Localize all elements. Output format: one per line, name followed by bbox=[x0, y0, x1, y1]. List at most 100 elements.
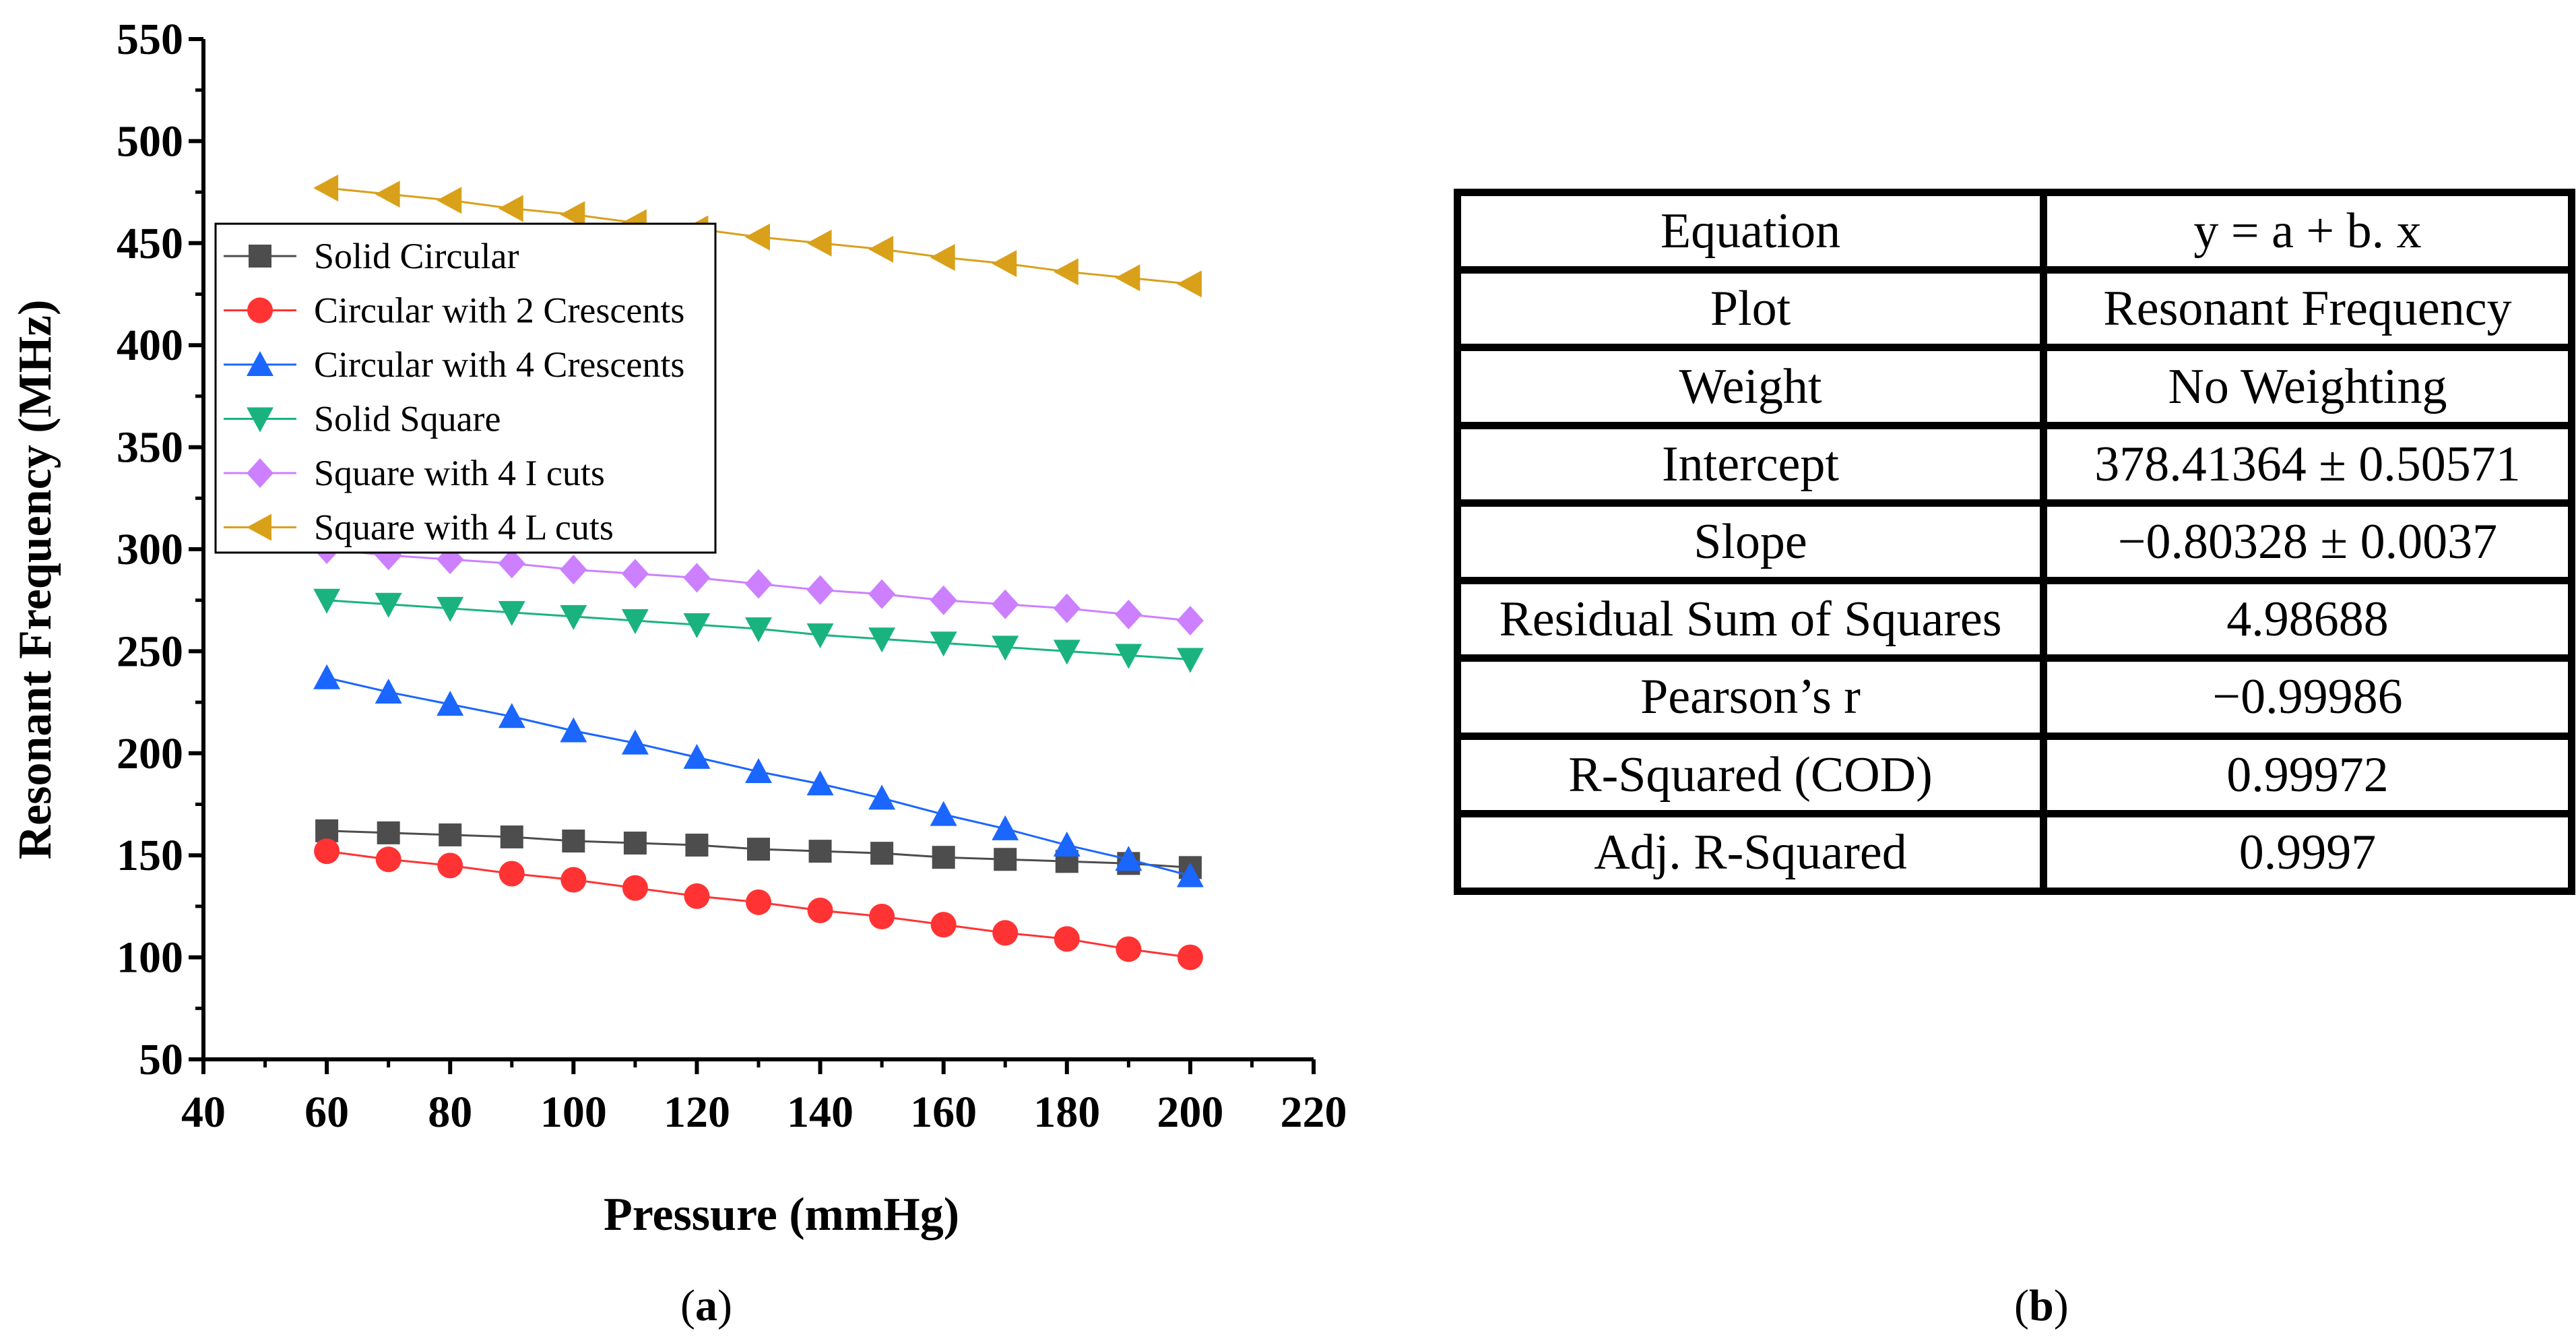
table-cell-value: −0.80328 ± 0.0037 bbox=[2040, 499, 2575, 585]
data-point bbox=[1053, 258, 1078, 286]
data-point bbox=[437, 691, 464, 716]
table-row: Residual Sum of Squares 4.98688 bbox=[1454, 577, 2575, 662]
data-point bbox=[683, 613, 711, 639]
legend-marker bbox=[247, 458, 273, 488]
legend-marker bbox=[247, 407, 273, 433]
data-point bbox=[560, 604, 587, 630]
data-point bbox=[498, 195, 523, 222]
data-point bbox=[930, 631, 957, 657]
y-tick-label: 100 bbox=[117, 933, 183, 983]
y-tick-label: 450 bbox=[117, 219, 183, 268]
data-point bbox=[1176, 270, 1202, 298]
x-tick-label: 180 bbox=[1033, 1088, 1100, 1137]
y-tick-label: 350 bbox=[117, 423, 183, 472]
legend-label: Solid Square bbox=[314, 399, 501, 439]
table-row: Intercept 378.41364 ± 0.50571 bbox=[1454, 421, 2575, 507]
y-tick-label: 500 bbox=[117, 117, 183, 166]
data-point bbox=[437, 852, 463, 879]
data-point bbox=[1176, 605, 1204, 635]
data-point bbox=[375, 678, 402, 704]
x-tick-label: 100 bbox=[540, 1088, 607, 1137]
data-point bbox=[806, 770, 834, 796]
table-cell-label: Intercept bbox=[1454, 421, 2047, 507]
data-point bbox=[498, 600, 525, 626]
data-point bbox=[745, 617, 772, 643]
y-tick-label: 400 bbox=[117, 321, 183, 370]
data-point bbox=[1054, 926, 1080, 952]
y-tick-label: 150 bbox=[117, 831, 183, 880]
table-cell-label: Equation bbox=[1454, 188, 2047, 274]
data-point bbox=[992, 815, 1019, 840]
data-point bbox=[1176, 862, 1204, 888]
legend-label: Square with 4 I cuts bbox=[314, 453, 605, 493]
statistics-table: Equation y = a + b. x Plot Resonant Frequen… bbox=[1454, 188, 2575, 896]
table-cell-label: Weight bbox=[1454, 344, 2047, 429]
panel-label-b-open: ( bbox=[2014, 1281, 2029, 1330]
panel-label-b-close: ) bbox=[2053, 1281, 2069, 1330]
data-point bbox=[1053, 832, 1081, 857]
data-point bbox=[313, 664, 341, 689]
x-tick-label: 140 bbox=[787, 1088, 854, 1137]
data-point bbox=[498, 549, 525, 579]
data-point bbox=[992, 635, 1019, 661]
data-point bbox=[437, 187, 462, 214]
data-point bbox=[560, 555, 587, 585]
data-point bbox=[498, 703, 525, 728]
y-tick-label: 200 bbox=[117, 729, 183, 778]
data-point bbox=[1176, 648, 1204, 673]
data-point bbox=[869, 904, 895, 930]
table-cell-value: 0.99972 bbox=[2040, 732, 2575, 817]
x-tick-label: 160 bbox=[910, 1088, 977, 1137]
table-cell-label: Adj. R-Squared bbox=[1454, 809, 2047, 896]
legend-marker bbox=[247, 514, 271, 541]
y-tick-label: 550 bbox=[117, 15, 183, 64]
data-point bbox=[562, 830, 585, 853]
data-point bbox=[684, 883, 710, 909]
data-point bbox=[747, 838, 770, 861]
panel-label-a-open: ( bbox=[680, 1281, 695, 1330]
panel-label-a-letter: a bbox=[695, 1281, 717, 1330]
table-cell-value: y = a + b. x bbox=[2040, 188, 2575, 274]
table-cell-label: Plot bbox=[1454, 266, 2047, 352]
data-point bbox=[560, 717, 587, 743]
table-cell-value: 4.98688 bbox=[2040, 577, 2575, 662]
data-point bbox=[313, 175, 339, 202]
legend-marker bbox=[249, 245, 271, 268]
data-point bbox=[621, 559, 649, 589]
table-cell-value: 0.9997 bbox=[2040, 809, 2575, 896]
data-point bbox=[868, 784, 896, 810]
data-point bbox=[745, 569, 772, 599]
data-point bbox=[437, 596, 464, 622]
data-point bbox=[992, 589, 1019, 619]
table-cell-value: −0.99986 bbox=[2040, 654, 2575, 740]
data-point bbox=[498, 861, 525, 887]
table-row: Adj. R-Squared 0.9997 bbox=[1454, 809, 2575, 896]
table-cell-value: 378.41364 ± 0.50571 bbox=[2040, 421, 2575, 507]
data-point bbox=[930, 801, 957, 826]
table-cell-value: No Weighting bbox=[2040, 344, 2575, 429]
data-point bbox=[930, 243, 955, 271]
data-point bbox=[439, 823, 462, 846]
data-point bbox=[375, 846, 401, 873]
data-point bbox=[745, 223, 770, 251]
data-point bbox=[1116, 936, 1142, 962]
data-point bbox=[683, 563, 711, 593]
data-point bbox=[870, 842, 894, 865]
data-point bbox=[375, 592, 402, 618]
data-point bbox=[1115, 846, 1142, 871]
table-cell-label: R-Squared (COD) bbox=[1454, 732, 2047, 817]
legend-marker bbox=[247, 297, 273, 323]
data-point bbox=[313, 588, 341, 614]
x-tick-label: 200 bbox=[1157, 1088, 1223, 1137]
data-point bbox=[868, 579, 896, 609]
x-axis-title: Pressure (mmHg) bbox=[604, 1189, 959, 1241]
data-point bbox=[745, 758, 772, 784]
data-point bbox=[500, 825, 523, 848]
table-row: R-Squared (COD) 0.99972 bbox=[1454, 732, 2575, 817]
data-point bbox=[1115, 264, 1140, 292]
data-point bbox=[683, 743, 711, 769]
data-point bbox=[622, 875, 648, 901]
table-cell-value: Resonant Frequency bbox=[2040, 266, 2575, 352]
data-point bbox=[623, 832, 647, 855]
